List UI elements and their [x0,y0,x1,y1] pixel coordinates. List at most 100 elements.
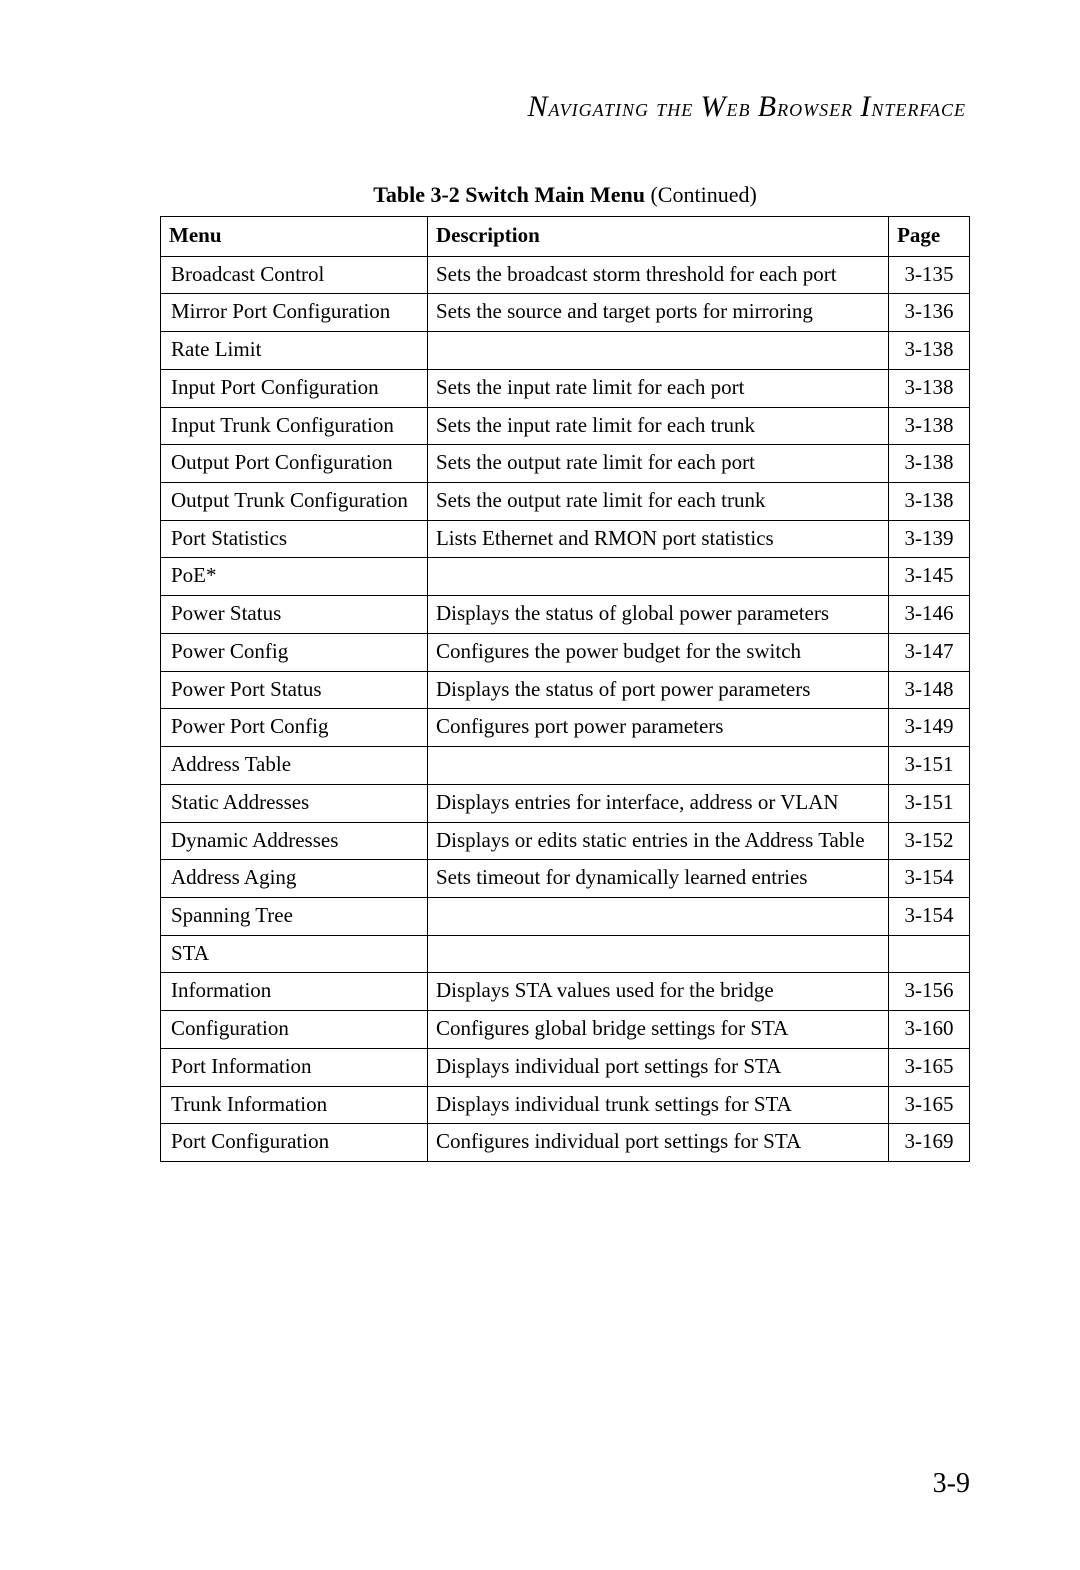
page-cell: 3-146 [889,596,970,634]
page-cell: 3-156 [889,973,970,1011]
page-cell: 3-154 [889,897,970,935]
menu-cell: Broadcast Control [161,256,428,294]
menu-cell: Address Aging [161,860,428,898]
menu-cell: Output Port Configuration [161,445,428,483]
table-row: Rate Limit 3-138 [161,332,970,370]
table-row: Output Trunk ConfigurationSets the outpu… [161,483,970,521]
table-row: STA [161,935,970,973]
page-cell: 3-165 [889,1086,970,1124]
page-cell: 3-138 [889,407,970,445]
table-row: Port InformationDisplays individual port… [161,1048,970,1086]
menu-cell: Trunk Information [161,1086,428,1124]
table-header-row: Menu Description Page [161,217,970,257]
description-cell: Displays STA values used for the bridge [427,973,888,1011]
table-row: ConfigurationConfigures global bridge se… [161,1011,970,1049]
caption-tail: (Continued) [645,182,757,207]
rh-cap: B [758,90,777,123]
description-cell: Sets the input rate limit for each port [427,369,888,407]
page-cell: 3-148 [889,671,970,709]
description-cell: Lists Ethernet and RMON port statistics [427,520,888,558]
description-cell: Sets the output rate limit for each trun… [427,483,888,521]
page-cell: 3-139 [889,520,970,558]
description-cell: Sets the output rate limit for each port [427,445,888,483]
table-row: Power Port ConfigConfigures port power p… [161,709,970,747]
description-cell: Sets timeout for dynamically learned ent… [427,860,888,898]
description-cell: Sets the input rate limit for each trunk [427,407,888,445]
menu-cell: Port Information [161,1048,428,1086]
page-cell [889,935,970,973]
table-row: Trunk InformationDisplays individual tru… [161,1086,970,1124]
table-row: Static AddressesDisplays entries for int… [161,784,970,822]
table-caption: Table 3-2 Switch Main Menu (Continued) [160,182,970,208]
table-row: Address AgingSets timeout for dynamicall… [161,860,970,898]
caption-bold: Table 3-2 Switch Main Menu [373,182,645,207]
col-header-description: Description [427,217,888,257]
menu-cell: Power Port Status [161,671,428,709]
description-cell: Configures the power budget for the swit… [427,633,888,671]
description-cell [427,935,888,973]
table-row: Power Port StatusDisplays the status of … [161,671,970,709]
menu-cell: Port Configuration [161,1124,428,1162]
description-cell: Displays entries for interface, address … [427,784,888,822]
page-cell: 3-138 [889,369,970,407]
description-cell: Displays individual port settings for ST… [427,1048,888,1086]
page-cell: 3-149 [889,709,970,747]
table-row: Spanning Tree 3-154 [161,897,970,935]
description-cell: Displays individual trunk settings for S… [427,1086,888,1124]
page-cell: 3-147 [889,633,970,671]
menu-cell: Output Trunk Configuration [161,483,428,521]
table-row: Input Trunk ConfigurationSets the input … [161,407,970,445]
menu-cell: PoE* [161,558,428,596]
menu-cell: Power Status [161,596,428,634]
page-cell: 3-165 [889,1048,970,1086]
menu-cell: Rate Limit [161,332,428,370]
description-cell: Configures port power parameters [427,709,888,747]
table-row: PoE* 3-145 [161,558,970,596]
table-row: Mirror Port ConfigurationSets the source… [161,294,970,332]
menu-cell: Information [161,973,428,1011]
table-row: InformationDisplays STA values used for … [161,973,970,1011]
description-cell [427,558,888,596]
description-cell: Sets the broadcast storm threshold for e… [427,256,888,294]
page-cell: 3-138 [889,332,970,370]
table-row: Broadcast ControlSets the broadcast stor… [161,256,970,294]
table-row: Dynamic AddressesDisplays or edits stati… [161,822,970,860]
description-cell [427,897,888,935]
page-cell: 3-160 [889,1011,970,1049]
table-row: Address Table 3-151 [161,747,970,785]
col-header-menu: Menu [161,217,428,257]
page-cell: 3-135 [889,256,970,294]
description-cell: Displays the status of global power para… [427,596,888,634]
table-row: Input Port ConfigurationSets the input r… [161,369,970,407]
table-row: Port ConfigurationConfigures individual … [161,1124,970,1162]
menu-cell: Input Port Configuration [161,369,428,407]
description-cell [427,747,888,785]
description-cell: Configures global bridge settings for ST… [427,1011,888,1049]
menu-cell: Power Port Config [161,709,428,747]
page-cell: 3-145 [889,558,970,596]
menu-cell: Spanning Tree [161,897,428,935]
table-row: Output Port ConfigurationSets the output… [161,445,970,483]
col-header-page: Page [889,217,970,257]
description-cell: Displays or edits static entries in the … [427,822,888,860]
description-cell [427,332,888,370]
running-header: Navigating the Web Browser Interface [160,90,970,124]
menu-cell: Port Statistics [161,520,428,558]
rh-cap: W [701,90,727,123]
page-cell: 3-138 [889,445,970,483]
page-cell: 3-136 [889,294,970,332]
menu-cell: Dynamic Addresses [161,822,428,860]
menu-cell: Configuration [161,1011,428,1049]
page-cell: 3-151 [889,784,970,822]
page-cell: 3-151 [889,747,970,785]
menu-cell: Mirror Port Configuration [161,294,428,332]
menu-cell: STA [161,935,428,973]
page-number: 3-9 [933,1468,970,1500]
description-cell: Configures individual port settings for … [427,1124,888,1162]
menu-cell: Static Addresses [161,784,428,822]
rh-cap: I [860,90,871,123]
page-cell: 3-152 [889,822,970,860]
table-row: Port StatisticsLists Ethernet and RMON p… [161,520,970,558]
menu-cell: Address Table [161,747,428,785]
menu-table: Menu Description Page Broadcast ControlS… [160,216,970,1162]
